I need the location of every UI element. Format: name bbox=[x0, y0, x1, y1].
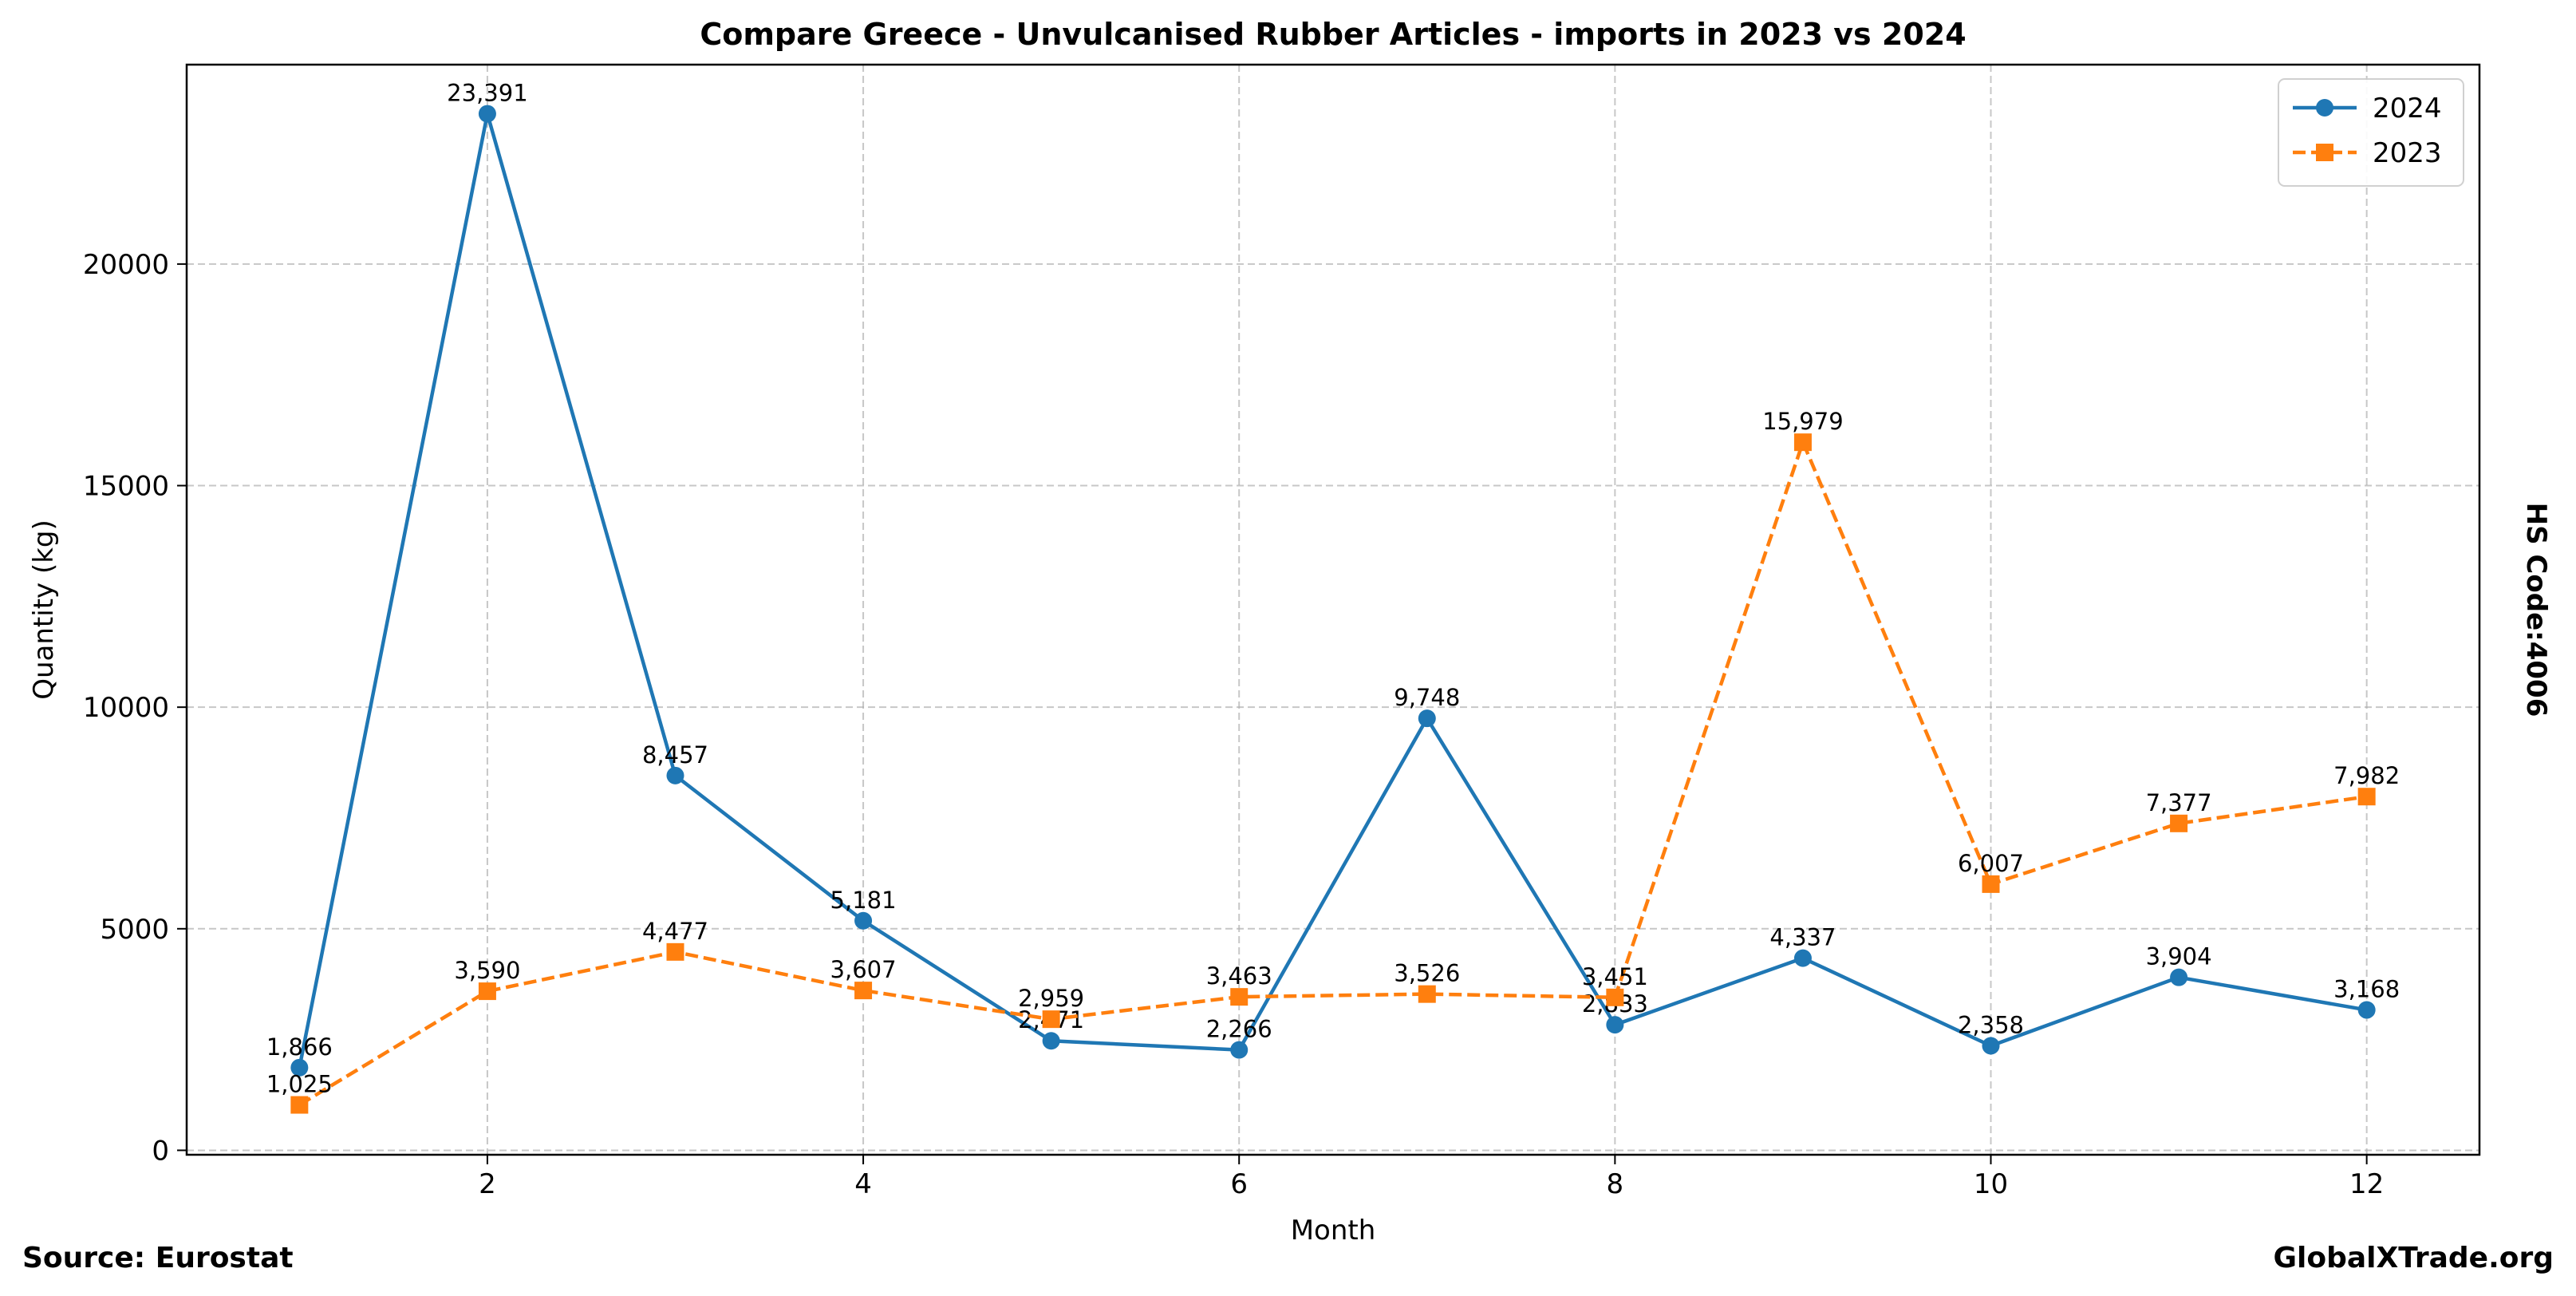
x-tick-label: 4 bbox=[854, 1168, 872, 1200]
series-line-2023 bbox=[298, 440, 2367, 1107]
legend-marker-2023 bbox=[2316, 144, 2333, 161]
y-tick-label: 0 bbox=[152, 1135, 169, 1167]
data-label-2023: 6,007 bbox=[1958, 850, 2024, 877]
y-tick-label: 5000 bbox=[100, 914, 169, 946]
data-point-2024 bbox=[1042, 1032, 1060, 1050]
chart-title: Compare Greece - Unvulcanised Rubber Art… bbox=[700, 17, 1966, 52]
series-layer: 1,86623,3918,4575,1812,4712,2669,7482,83… bbox=[266, 80, 2400, 1114]
data-label-2024: 2,266 bbox=[1206, 1016, 1272, 1043]
data-label-2024: 23,391 bbox=[447, 80, 527, 107]
data-point-2023 bbox=[1042, 1010, 1060, 1029]
data-point-2024 bbox=[1418, 709, 1436, 728]
data-point-2024 bbox=[1606, 1016, 1624, 1034]
x-tick-label: 8 bbox=[1607, 1168, 1624, 1200]
data-label-2023: 1,025 bbox=[266, 1071, 333, 1098]
data-label-2024: 2,358 bbox=[1958, 1012, 2024, 1039]
data-label-2023: 3,590 bbox=[454, 957, 520, 984]
data-label-2023: 3,607 bbox=[830, 956, 897, 983]
y-tick-label: 10000 bbox=[83, 692, 169, 724]
data-label-2023: 3,451 bbox=[1582, 963, 1648, 990]
data-point-2023 bbox=[1982, 875, 2000, 893]
data-label-2023: 7,377 bbox=[2146, 789, 2212, 816]
data-label-2024: 5,181 bbox=[830, 887, 897, 914]
data-point-2023 bbox=[666, 942, 684, 961]
x-tick-label: 12 bbox=[2349, 1168, 2384, 1200]
y-tick-label: 20000 bbox=[83, 249, 169, 281]
series-2023: 1,025 3,590 4,477 3,607 2,959 3,463 3,526 3,451… bbox=[266, 408, 2400, 1114]
data-point-2023 bbox=[478, 982, 496, 1001]
data-point-2024 bbox=[854, 911, 873, 930]
series-2024: 1,86623,3918,4575,1812,4712,2669,7482,83… bbox=[266, 80, 2400, 1077]
x-tick-label: 6 bbox=[1230, 1168, 1248, 1200]
data-label-2023: 15,979 bbox=[1762, 408, 1843, 435]
data-point-2023 bbox=[1606, 988, 1624, 1006]
axis-ticks: 2 4 6 8 10 12 0 5000 10000 15000 20000 bbox=[83, 249, 2384, 1200]
x-axis-label: Month bbox=[1291, 1215, 1376, 1247]
data-point-2024 bbox=[1982, 1037, 2000, 1055]
site-credit: GlobalXTrade.org bbox=[2273, 1242, 2554, 1274]
series-line-2024 bbox=[298, 112, 2368, 1069]
y-tick-label: 15000 bbox=[83, 471, 169, 503]
legend-label-2024: 2024 bbox=[2373, 93, 2442, 124]
data-label-2024: 3,168 bbox=[2333, 976, 2400, 1003]
data-point-2023 bbox=[1418, 985, 1436, 1003]
legend: 2024 2023 bbox=[2278, 78, 2464, 187]
data-point-2024 bbox=[1793, 949, 1812, 967]
data-label-2023: 3,526 bbox=[1394, 960, 1460, 987]
data-point-2023 bbox=[290, 1096, 309, 1114]
data-point-2023 bbox=[854, 982, 873, 1000]
data-point-2023 bbox=[2170, 814, 2188, 832]
data-point-2024 bbox=[666, 766, 684, 784]
x-tick-label: 10 bbox=[1974, 1168, 2008, 1200]
data-point-2024 bbox=[2357, 1001, 2376, 1019]
data-label-2024: 4,337 bbox=[1769, 924, 1836, 951]
grid-lines bbox=[187, 65, 2479, 1155]
data-point-2023 bbox=[2357, 788, 2376, 806]
plot-area-frame bbox=[185, 63, 2481, 1156]
legend-marker-2024 bbox=[2316, 99, 2333, 117]
data-point-2023 bbox=[1793, 433, 1812, 452]
data-point-2024 bbox=[478, 105, 496, 123]
data-label-2024: 3,904 bbox=[2146, 943, 2212, 970]
data-label-2023: 7,982 bbox=[2333, 762, 2400, 789]
data-point-2024 bbox=[1230, 1041, 1249, 1059]
hs-code-label: HS Code:4006 bbox=[2520, 503, 2552, 717]
data-label-2024: 8,457 bbox=[642, 741, 708, 769]
data-label-2024: 9,748 bbox=[1394, 684, 1460, 711]
data-point-2024 bbox=[2170, 968, 2188, 986]
y-axis-label: Quantity (kg) bbox=[28, 520, 60, 700]
data-label-2023: 2,959 bbox=[1018, 985, 1084, 1012]
data-label-2024: 1,866 bbox=[266, 1033, 333, 1061]
data-label-2023: 4,477 bbox=[642, 918, 708, 945]
data-point-2024 bbox=[290, 1058, 309, 1077]
data-label-2023: 3,463 bbox=[1206, 962, 1272, 990]
source-note: Source: Eurostat bbox=[22, 1242, 294, 1274]
data-point-2023 bbox=[1230, 988, 1249, 1006]
legend-label-2023: 2023 bbox=[2373, 137, 2442, 169]
x-tick-label: 2 bbox=[479, 1168, 496, 1200]
